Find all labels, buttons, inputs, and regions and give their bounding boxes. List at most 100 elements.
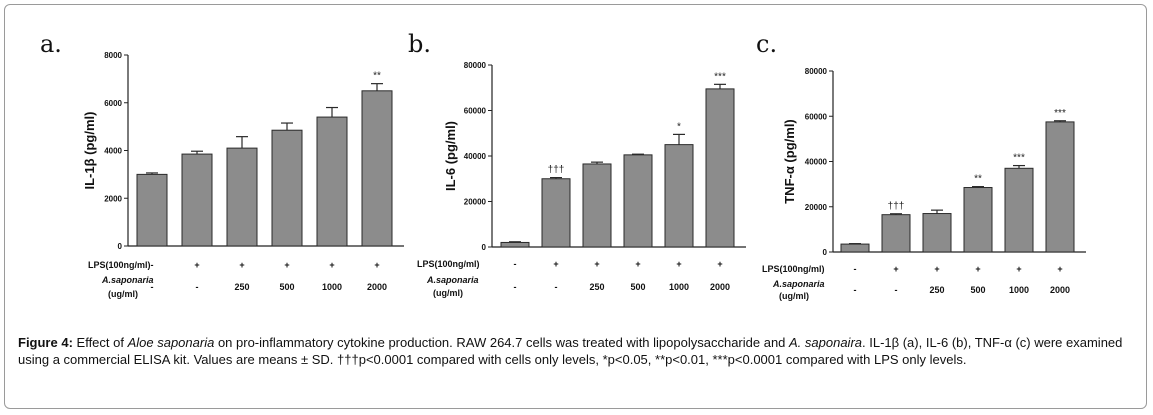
y-tick-label: 0: [482, 243, 487, 252]
aloe-dose: 250: [234, 282, 249, 292]
significance-label: ***: [1054, 108, 1066, 119]
bar: [271, 129, 303, 247]
panel-letter: b.: [408, 30, 431, 58]
lps-row-label: LPS(100ng/ml): [88, 260, 151, 270]
y-tick-label: 0: [823, 248, 828, 257]
caption-fig-label: Figure 4:: [18, 335, 73, 350]
lps-condition: +: [934, 264, 939, 274]
bar: [316, 116, 348, 247]
aloe-dose: 500: [630, 282, 645, 292]
bar: [881, 214, 911, 253]
aloe-dose: -: [514, 282, 517, 292]
significance-label: ***: [714, 71, 726, 82]
bar: [1004, 167, 1034, 253]
significance-label: **: [373, 71, 381, 82]
y-tick-label: 80000: [464, 61, 487, 70]
lps-condition: +: [594, 259, 599, 269]
chart-panel-1: a. 0 2000 4000 6000 8000 IL-1β (pg/ml) - - + - +250…: [40, 30, 404, 299]
significance-label: *: [677, 121, 681, 132]
y-tick-label: 40000: [464, 152, 487, 161]
y-tick-label: 20000: [805, 203, 828, 212]
aloe-row-unit: (ug/ml): [433, 288, 463, 298]
bar: [500, 241, 530, 248]
bar: [226, 147, 258, 247]
caption-text-1: Effect of: [72, 335, 128, 350]
y-tick-label: 20000: [464, 198, 487, 207]
bar: [705, 88, 735, 248]
figure-charts: a. 0 2000 4000 6000 8000 IL-1β (pg/ml) - - + - +250…: [40, 30, 1086, 301]
lps-condition: +: [635, 259, 640, 269]
aloe-dose: 500: [279, 282, 294, 292]
y-tick-label: 40000: [805, 158, 828, 167]
chart-panel-3: c. 0 20000 40000 60000 80000 TNF-α (pg/ml) - - ††…: [756, 30, 1086, 301]
aloe-dose: 1000: [669, 282, 689, 292]
bar: [582, 163, 612, 248]
significance-label: ***: [1013, 153, 1025, 164]
bar: [840, 243, 870, 253]
aloe-row-label: A.saponaria: [772, 279, 825, 289]
aloe-dose: -: [854, 285, 857, 295]
bar: [181, 153, 213, 247]
aloe-row-label: A.saponaria: [101, 275, 154, 285]
aloe-dose: -: [151, 282, 154, 292]
lps-condition: -: [514, 259, 517, 269]
aloe-dose: -: [196, 282, 199, 292]
caption-text-3: . IL-1β (a), IL-6 (b), TNF-α (c) were ex…: [18, 335, 1123, 367]
aloe-dose: 2000: [367, 282, 387, 292]
y-tick-label: 0: [118, 242, 123, 251]
bar: [922, 213, 952, 253]
bar: [623, 154, 653, 248]
y-axis-label: IL-1β (pg/ml): [82, 112, 97, 190]
lps-condition: -: [151, 260, 154, 270]
y-tick-label: 60000: [805, 112, 828, 121]
bar: [136, 173, 168, 247]
bar: [541, 178, 571, 248]
panel-letter: a.: [40, 30, 62, 58]
aloe-dose: 1000: [1009, 285, 1029, 295]
figure-frame: [4, 4, 1147, 409]
lps-condition: -: [854, 264, 857, 274]
lps-condition: +: [374, 260, 379, 270]
lps-condition: +: [717, 259, 722, 269]
panel-letter: c.: [756, 30, 777, 58]
lps-condition: +: [975, 264, 980, 274]
aloe-dose: -: [555, 282, 558, 292]
bar: [1045, 121, 1075, 253]
significance-label: †††: [888, 201, 905, 212]
lps-condition: +: [284, 260, 289, 270]
y-tick-label: 2000: [104, 194, 122, 203]
aloe-row-label: A.saponaria: [426, 275, 479, 285]
chart-panel-2: b. 0 20000 40000 60000 80000 IL-6 (pg/ml) - - †††…: [408, 30, 746, 298]
aloe-row-unit: (ug/ml): [779, 291, 809, 301]
aloe-dose: -: [895, 285, 898, 295]
y-tick-label: 60000: [464, 107, 487, 116]
caption-italic-2: A. saponaira: [789, 335, 863, 350]
bar: [361, 90, 393, 247]
aloe-dose: 500: [970, 285, 985, 295]
aloe-dose: 2000: [1050, 285, 1070, 295]
bar: [963, 187, 993, 253]
y-tick-label: 6000: [104, 99, 122, 108]
lps-condition: +: [676, 259, 681, 269]
figure-caption: Figure 4: Effect of Aloe saponaria on pr…: [18, 334, 1136, 368]
lps-condition: +: [194, 260, 199, 270]
aloe-dose: 250: [929, 285, 944, 295]
caption-italic-1: Aloe saponaria: [127, 335, 215, 350]
significance-label: †††: [548, 165, 565, 176]
y-tick-label: 80000: [805, 67, 828, 76]
lps-condition: +: [239, 260, 244, 270]
aloe-dose: 1000: [322, 282, 342, 292]
y-tick-label: 4000: [104, 147, 122, 156]
aloe-dose: 2000: [710, 282, 730, 292]
lps-condition: +: [893, 264, 898, 274]
y-axis-label: IL-6 (pg/ml): [443, 121, 458, 191]
lps-condition: +: [329, 260, 334, 270]
lps-condition: +: [553, 259, 558, 269]
y-axis-label: TNF-α (pg/ml): [782, 119, 797, 204]
lps-condition: +: [1057, 264, 1062, 274]
lps-row-label: LPS(100ng/ml): [762, 264, 825, 274]
aloe-row-unit: (ug/ml): [108, 289, 138, 299]
aloe-dose: 250: [589, 282, 604, 292]
lps-condition: +: [1016, 264, 1021, 274]
bar: [664, 144, 694, 248]
